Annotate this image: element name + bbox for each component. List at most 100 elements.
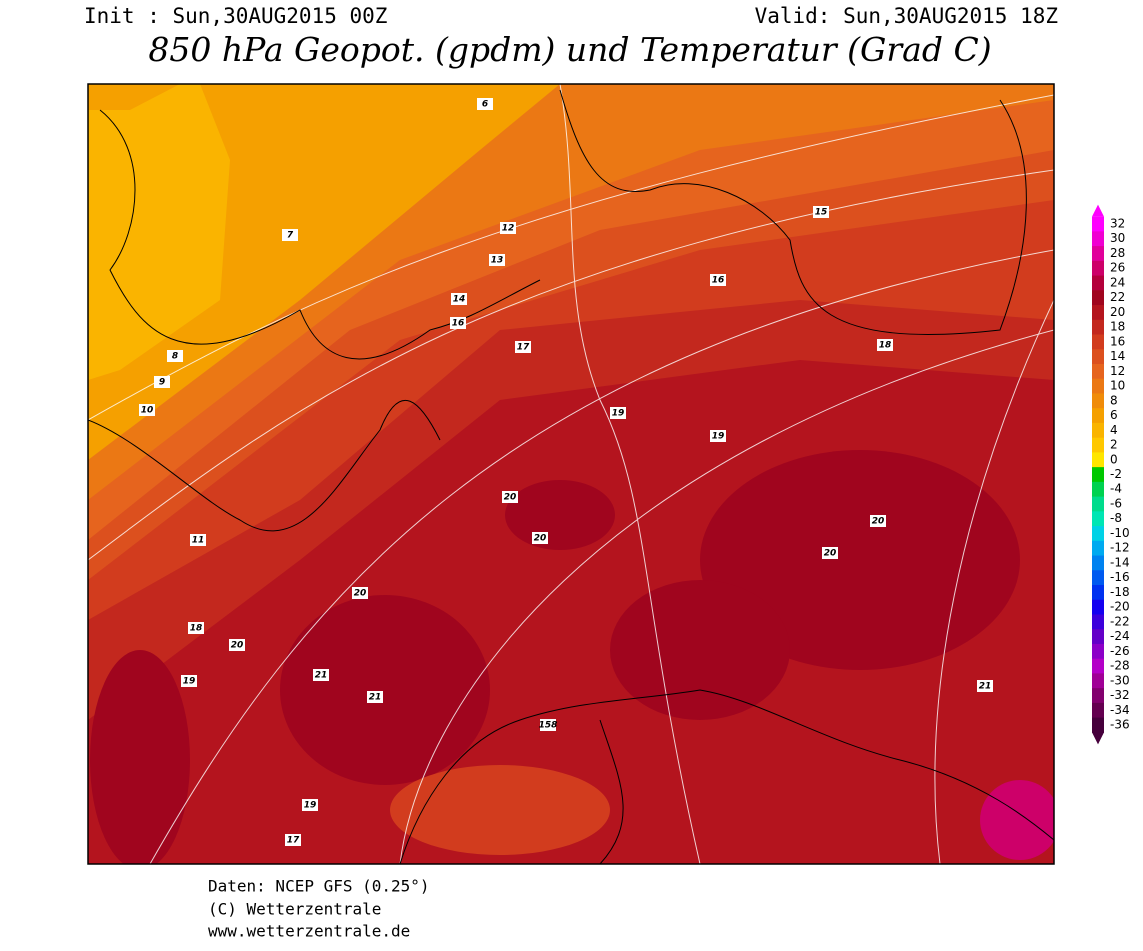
level-label: 28 xyxy=(1110,246,1125,260)
label-box xyxy=(285,834,301,846)
label-box xyxy=(710,430,726,442)
label-box xyxy=(352,587,368,599)
temp-area xyxy=(700,450,1020,670)
color-swatch xyxy=(1092,702,1104,719)
temp-area xyxy=(88,84,180,110)
label-box xyxy=(710,274,726,286)
color-swatch xyxy=(1092,216,1104,232)
label-box xyxy=(181,675,197,687)
contour-label: 20 xyxy=(824,549,837,559)
color-swatch xyxy=(1092,408,1104,424)
level-label: 10 xyxy=(1110,379,1125,393)
contour-label: 19 xyxy=(183,677,196,687)
color-swatch xyxy=(1092,246,1104,262)
level-label: 26 xyxy=(1110,261,1125,275)
level-label: 0 xyxy=(1110,452,1118,466)
temp-area xyxy=(505,480,615,550)
contour-label: 9 xyxy=(159,378,165,388)
color-swatch xyxy=(1092,555,1104,571)
color-swatch xyxy=(1092,614,1104,630)
temp-area xyxy=(390,765,610,855)
contour-label: 12 xyxy=(502,224,515,234)
label-box xyxy=(302,799,318,811)
level-label: 20 xyxy=(1110,305,1125,319)
level-label: -10 xyxy=(1110,526,1130,540)
contour-label: 21 xyxy=(369,693,382,703)
colorbar: 32302826242220181614121086420-2-4-6-8-10… xyxy=(1092,204,1130,745)
level-label: -6 xyxy=(1110,496,1122,510)
contour-label: 7 xyxy=(287,231,294,241)
level-label: 24 xyxy=(1110,275,1125,289)
isoline xyxy=(399,329,1054,864)
map-title: 850 hPa Geopot. (gpdm) und Temperatur (G… xyxy=(148,30,991,69)
label-box xyxy=(502,491,518,503)
color-arrow xyxy=(1092,204,1104,217)
label-box xyxy=(229,639,245,651)
color-swatch xyxy=(1092,305,1104,321)
contour-label: 20 xyxy=(534,534,547,544)
level-label: -30 xyxy=(1110,673,1130,687)
label-box xyxy=(451,293,467,305)
label-box xyxy=(532,532,548,544)
color-swatch xyxy=(1092,526,1104,542)
isoline xyxy=(559,84,701,864)
label-box xyxy=(877,339,893,351)
color-swatch xyxy=(1092,658,1104,674)
label-box xyxy=(477,98,493,110)
color-swatch xyxy=(1092,349,1104,365)
label-box xyxy=(822,547,838,559)
level-label: 8 xyxy=(1110,393,1118,407)
isoline xyxy=(88,169,1054,561)
level-label: -2 xyxy=(1110,467,1122,481)
label-box xyxy=(313,669,329,681)
level-label: -16 xyxy=(1110,570,1130,584)
contour-label: 14 xyxy=(453,295,466,305)
level-label: 6 xyxy=(1110,408,1118,422)
color-swatch xyxy=(1092,540,1104,557)
label-box xyxy=(167,350,183,362)
level-label: -36 xyxy=(1110,718,1130,732)
valid-time: Valid: Sun,30AUG2015 18Z xyxy=(755,4,1058,28)
color-swatch xyxy=(1092,481,1104,498)
level-label: 12 xyxy=(1110,364,1125,378)
isoline xyxy=(88,94,1054,421)
contour-label: 18 xyxy=(879,341,892,351)
color-swatch xyxy=(1092,688,1104,704)
level-label: -12 xyxy=(1110,541,1130,555)
contour-label: 21 xyxy=(315,671,328,681)
contour-label: 20 xyxy=(231,641,244,651)
coastline xyxy=(88,399,441,532)
level-label: -4 xyxy=(1110,482,1122,496)
level-label: 30 xyxy=(1110,231,1125,245)
label-box xyxy=(139,404,155,416)
contour-label: 20 xyxy=(872,517,885,527)
level-label: 2 xyxy=(1110,438,1118,452)
temp-area xyxy=(88,84,230,380)
level-label: -20 xyxy=(1110,600,1130,614)
label-box xyxy=(540,719,556,731)
contour-label: 18 xyxy=(190,624,203,634)
contour-label: 16 xyxy=(712,276,725,286)
color-swatch xyxy=(1092,717,1104,733)
contour-label: 19 xyxy=(712,432,725,442)
level-label: 32 xyxy=(1110,217,1125,231)
copyright: (C) Wetterzentrale xyxy=(208,900,381,919)
label-box xyxy=(450,317,466,329)
contour-label: 11 xyxy=(192,536,205,546)
label-box xyxy=(977,680,993,692)
color-swatch xyxy=(1092,290,1104,306)
level-label: -24 xyxy=(1110,629,1130,643)
color-swatch xyxy=(1092,260,1104,277)
label-box xyxy=(188,622,204,634)
contour-labels: 6 7 8 9 10 11 12 13 14 15 16 16 17 18 18 19 19 19 20 20 20 20… xyxy=(139,98,993,846)
color-swatch xyxy=(1092,363,1104,380)
color-swatch xyxy=(1092,570,1104,586)
color-swatch xyxy=(1092,334,1104,350)
color-swatch xyxy=(1092,393,1104,409)
label-box xyxy=(489,254,505,266)
temp-area xyxy=(980,780,1054,860)
color-swatch xyxy=(1092,378,1104,394)
contour-label: 15 xyxy=(815,208,828,218)
level-label: -26 xyxy=(1110,644,1130,658)
